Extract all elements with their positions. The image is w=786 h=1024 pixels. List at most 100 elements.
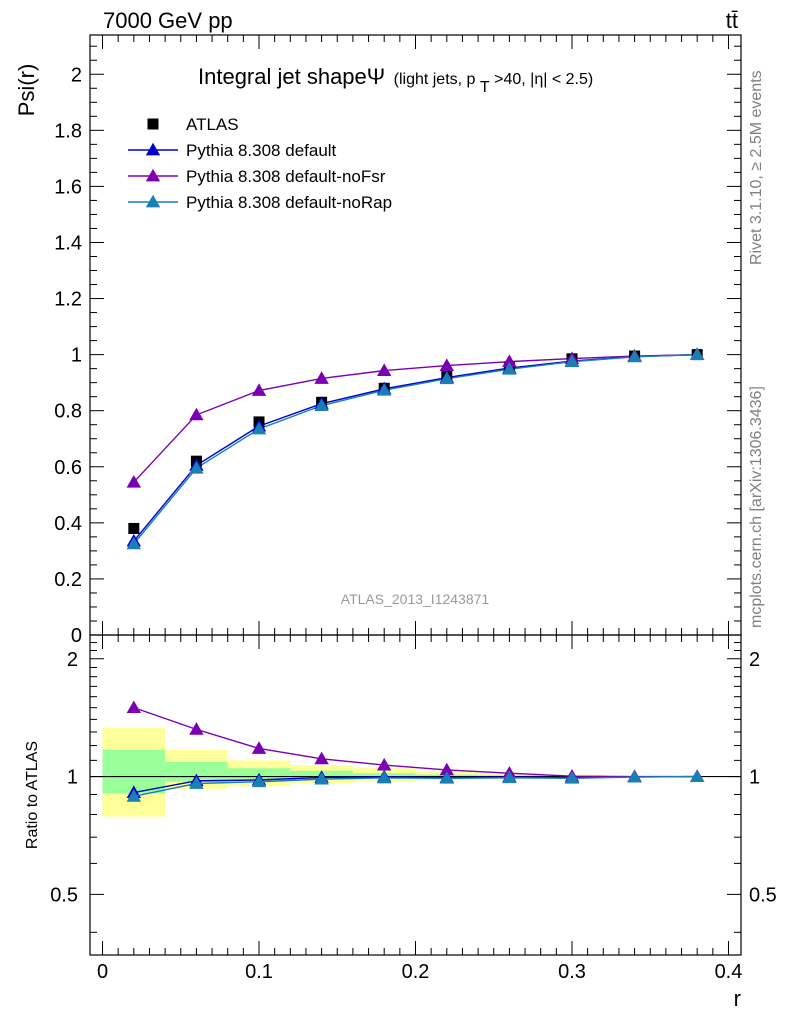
lower-y-tick-label-right: 1 bbox=[749, 767, 760, 789]
analysis-watermark: ATLAS_2013_I1243871 bbox=[341, 591, 490, 607]
chart-title: Integral jet shapeΨ (light jets, p T >40… bbox=[198, 64, 593, 96]
ratio-data-point bbox=[439, 771, 454, 784]
upper-y-tick-label: 1 bbox=[71, 345, 82, 367]
chart-title-sub-c: >40, |η| < 2.5) bbox=[494, 71, 593, 88]
data-point-triangle bbox=[314, 398, 329, 412]
ratio-data-point bbox=[564, 771, 580, 784]
header-right-label: tt̄ bbox=[726, 8, 738, 33]
series-markers-1 bbox=[126, 347, 705, 547]
upper-y-tick-label: 1.6 bbox=[54, 176, 82, 198]
data-point-triangle bbox=[439, 358, 454, 371]
lower-y-ticks: 0.5 0.5 1 1 2 2 bbox=[50, 642, 777, 933]
ratio-data-point bbox=[314, 771, 329, 785]
series-line bbox=[133, 353, 698, 545]
ratio-data-point bbox=[439, 762, 454, 776]
series-3 bbox=[133, 353, 698, 545]
chart-title-main: Integral jet shapeΨ bbox=[198, 64, 385, 89]
lower-y-tick-label: 1 bbox=[67, 767, 78, 789]
ratio-data-point bbox=[689, 769, 705, 782]
lower-plot-area bbox=[90, 700, 741, 817]
x-tick-label: 0.2 bbox=[402, 961, 430, 983]
upper-y-tick-label: 0.2 bbox=[54, 569, 82, 591]
data-point-triangle bbox=[689, 347, 705, 361]
legend-item-1: Pythia 8.308 default bbox=[128, 141, 337, 160]
chart-title-sub-b: T bbox=[480, 79, 490, 96]
legend-item-2: Pythia 8.308 default-noFsr bbox=[128, 167, 386, 186]
ratio-data-point bbox=[126, 789, 142, 802]
series-markers-3 bbox=[126, 347, 705, 550]
mcplots-label: mcplots.cern.ch [arXiv:1306.3436] bbox=[748, 386, 765, 628]
legend-marker-triangle bbox=[145, 168, 161, 182]
upper-y-tick-label: 1.4 bbox=[54, 232, 82, 254]
ratio-data-point bbox=[377, 757, 392, 771]
x-axis-title: r bbox=[734, 986, 741, 1011]
series-1 bbox=[133, 353, 698, 542]
lower-y-tick-label: 0.5 bbox=[50, 884, 78, 906]
data-point-triangle bbox=[251, 383, 267, 396]
ratio-series-line bbox=[133, 775, 698, 798]
x-tick-label: 0 bbox=[97, 961, 108, 983]
legend-label: ATLAS bbox=[186, 115, 239, 134]
legend-label: Pythia 8.308 default-noRap bbox=[186, 193, 392, 212]
ratio-data-point bbox=[189, 722, 204, 735]
legend-marker-square bbox=[147, 118, 159, 130]
data-point-triangle bbox=[377, 383, 392, 396]
lower-y-axis-title: Ratio to ATLAS bbox=[24, 741, 41, 849]
header-left-label: 7000 GeV pp bbox=[103, 8, 233, 33]
chart-title-sub-a: (light jets, p bbox=[394, 71, 476, 88]
upper-y-tick-label: 1.2 bbox=[54, 289, 82, 311]
data-point-square bbox=[128, 522, 140, 534]
ratio-data-point bbox=[251, 741, 267, 754]
data-point-triangle bbox=[502, 362, 517, 375]
legend-marker-triangle bbox=[145, 194, 161, 208]
data-point-triangle bbox=[502, 354, 517, 368]
data-point-triangle bbox=[627, 349, 642, 363]
data-point-triangle bbox=[251, 421, 267, 435]
rivet-version-label: Rivet 3.1.10, ≥ 2.5M events bbox=[748, 70, 765, 265]
upper-y-tick-label: 0.8 bbox=[54, 401, 82, 423]
upper-y-ticks: 0 0.2 0.4 0.6 0.8 1 1.2 1.4 1.6 1.8 2 bbox=[54, 45, 741, 647]
upper-panel: 0 0.2 0.4 0.6 0.8 1 1.2 1.4 1.6 1.8 2 Psi(r) Integ… bbox=[14, 34, 742, 647]
data-point-triangle bbox=[126, 536, 142, 550]
data-point-triangle bbox=[189, 407, 204, 421]
ratio-data-point bbox=[627, 769, 642, 783]
lower-panel: 0.5 0.51 12 2 0 0.1 0.2 0.3 0.4 Ratio to ATLAS … bbox=[24, 634, 777, 1011]
upper-y-tick-label: 0.6 bbox=[54, 457, 82, 479]
ratio-data-point bbox=[502, 770, 517, 784]
upper-y-tick-label: 2 bbox=[71, 64, 82, 86]
upper-x-ticks bbox=[102, 35, 729, 635]
series-line bbox=[133, 353, 698, 542]
series-2 bbox=[133, 353, 698, 483]
x-tick-label: 0.4 bbox=[715, 961, 743, 983]
ratio-data-point bbox=[377, 770, 392, 784]
data-point-triangle bbox=[126, 474, 142, 488]
data-point-triangle bbox=[439, 371, 454, 385]
upper-plot-area bbox=[126, 347, 705, 550]
lower-frame bbox=[89, 634, 742, 956]
lower-y-tick-label-right: 2 bbox=[749, 649, 760, 671]
lower-y-tick-label-right: 0.5 bbox=[749, 884, 777, 906]
ratio-series-2 bbox=[126, 769, 705, 802]
lower-x-ticks: 0 0.1 0.2 0.3 0.4 bbox=[97, 635, 742, 983]
legend-item-0: ATLAS bbox=[147, 115, 239, 134]
ratio-data-point bbox=[314, 751, 329, 765]
data-point-triangle bbox=[314, 371, 329, 384]
series-markers-0 bbox=[128, 349, 703, 534]
legend-item-3: Pythia 8.308 default-noRap bbox=[128, 193, 392, 212]
data-point-triangle bbox=[189, 460, 204, 474]
x-tick-label: 0.1 bbox=[245, 961, 273, 983]
legend-label: Pythia 8.308 default bbox=[186, 141, 337, 160]
ratio-data-point bbox=[189, 776, 204, 789]
legend-label: Pythia 8.308 default-noFsr bbox=[186, 167, 386, 186]
legend: ATLAS Pythia 8.308 default Pythia 8.308 de… bbox=[128, 115, 392, 212]
ratio-data-point bbox=[126, 700, 142, 714]
x-tick-label: 0.3 bbox=[558, 961, 586, 983]
upper-y-tick-label: 1.8 bbox=[54, 120, 82, 142]
data-point-triangle bbox=[377, 363, 392, 377]
ratio-data-point bbox=[251, 774, 267, 788]
legend-marker-triangle bbox=[145, 142, 161, 156]
series-line bbox=[133, 353, 698, 483]
upper-y-tick-label: 0.4 bbox=[54, 513, 82, 535]
lower-y-tick-label: 2 bbox=[67, 649, 78, 671]
